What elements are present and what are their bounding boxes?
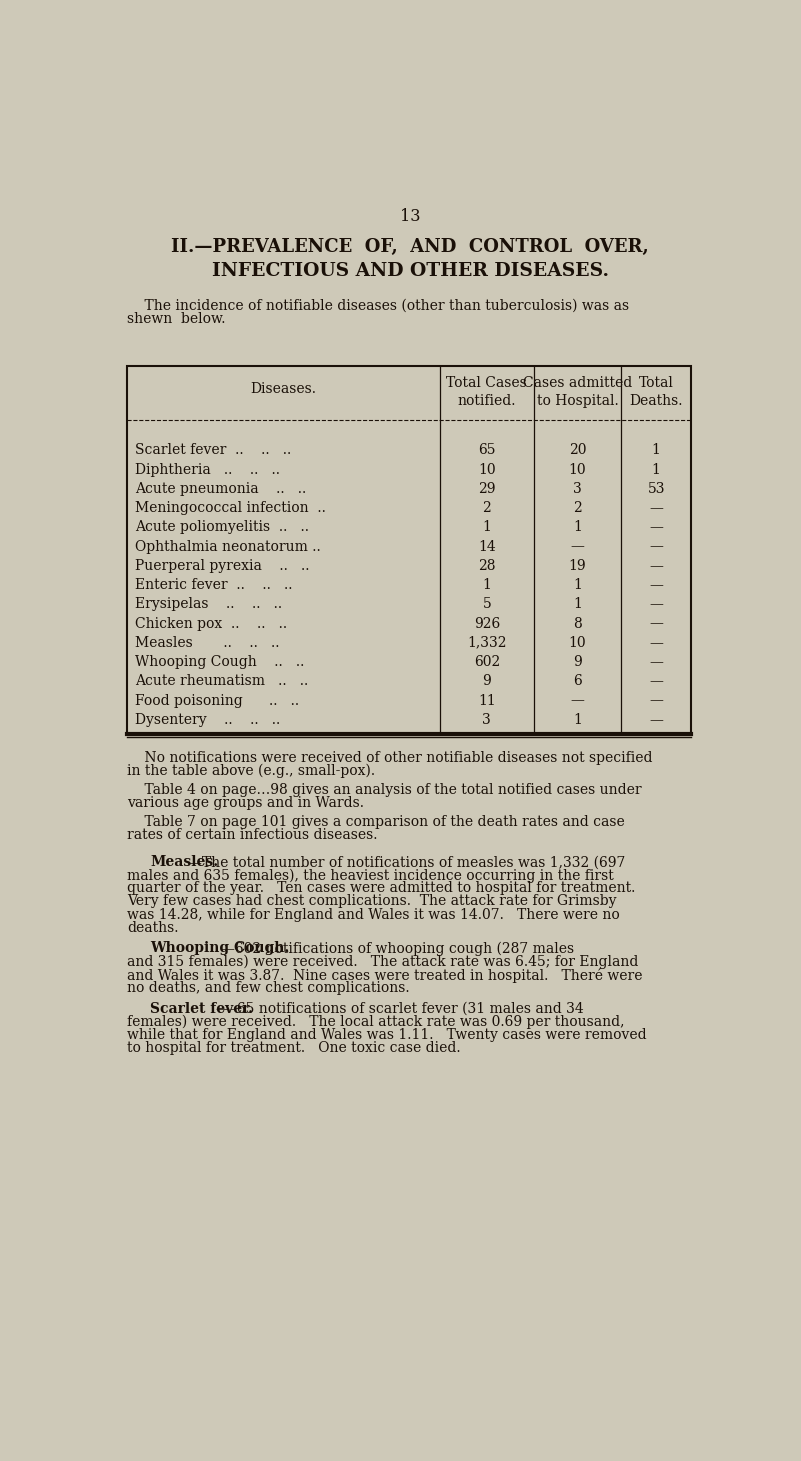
Text: 20: 20	[569, 443, 586, 457]
Text: 29: 29	[478, 482, 496, 495]
Text: Diphtheria   ..    ..   ..: Diphtheria .. .. ..	[135, 463, 280, 476]
Text: —: —	[570, 539, 585, 554]
Text: —: —	[650, 713, 663, 726]
Text: —: —	[650, 598, 663, 611]
Text: 10: 10	[569, 636, 586, 650]
Text: —: —	[650, 579, 663, 592]
Text: —: —	[650, 636, 663, 650]
Text: —: —	[650, 655, 663, 669]
Text: Cases admitted
to Hospital.: Cases admitted to Hospital.	[523, 375, 632, 408]
Text: 1: 1	[573, 713, 582, 726]
Text: 1: 1	[482, 579, 491, 592]
Text: 19: 19	[569, 558, 586, 573]
Text: various age groups and in Wards.: various age groups and in Wards.	[127, 796, 364, 809]
Bar	[127, 367, 691, 733]
Text: Measles       ..    ..   ..: Measles .. .. ..	[135, 636, 280, 650]
Text: 3: 3	[482, 713, 491, 726]
Text: 5: 5	[482, 598, 491, 611]
Text: was 14.28, while for England and Wales it was 14.07.   There were no: was 14.28, while for England and Wales i…	[127, 907, 620, 922]
Text: Whooping Cough.: Whooping Cough.	[151, 941, 290, 955]
Text: —: —	[650, 694, 663, 707]
Text: and Wales it was 3.87.  Nine cases were treated in hospital.   Theré were: and Wales it was 3.87. Nine cases were t…	[127, 967, 642, 983]
Text: Ophthalmia neonatorum ..: Ophthalmia neonatorum ..	[135, 539, 320, 554]
Text: 6: 6	[574, 675, 582, 688]
Text: 3: 3	[574, 482, 582, 495]
Text: Acute rheumatism   ..   ..: Acute rheumatism .. ..	[135, 675, 308, 688]
Text: 1: 1	[573, 520, 582, 535]
Text: 1: 1	[573, 598, 582, 611]
Text: Enteric fever  ..    ..   ..: Enteric fever .. .. ..	[135, 579, 292, 592]
Text: 13: 13	[400, 207, 421, 225]
Text: —–65 notifications of scarlet fever (31 males and 34: —–65 notifications of scarlet fever (31 …	[216, 1002, 584, 1015]
Text: —: —	[650, 617, 663, 631]
Text: 10: 10	[478, 463, 496, 476]
Text: 1: 1	[652, 443, 661, 457]
Text: 14: 14	[478, 539, 496, 554]
Text: The incidence of notifiable diseases (other than tuberculosis) was as: The incidence of notifiable diseases (ot…	[127, 298, 630, 313]
Text: Acute pneumonia    ..   ..: Acute pneumonia .. ..	[135, 482, 306, 495]
Text: Table 4 on page…98 gives an analysis of the total notified cases under: Table 4 on page…98 gives an analysis of …	[127, 783, 642, 796]
Text: Total Cases
notified.: Total Cases notified.	[446, 375, 527, 408]
Text: in the table above (e.g., small-pox).: in the table above (e.g., small-pox).	[127, 764, 376, 779]
Text: to hospital for treatment.   One toxic case died.: to hospital for treatment. One toxic cas…	[127, 1040, 461, 1055]
Text: 10: 10	[569, 463, 586, 476]
Text: 8: 8	[574, 617, 582, 631]
Text: 9: 9	[574, 655, 582, 669]
Text: II.—PREVALENCE  OF,  AND  CONTROL  OVER,: II.—PREVALENCE OF, AND CONTROL OVER,	[171, 238, 649, 257]
Text: —: —	[650, 539, 663, 554]
Text: 9: 9	[482, 675, 491, 688]
Text: Puerperal pyrexia    ..   ..: Puerperal pyrexia .. ..	[135, 558, 309, 573]
Text: Chicken pox  ..    ..   ..: Chicken pox .. .. ..	[135, 617, 287, 631]
Text: shewn  below.: shewn below.	[127, 311, 226, 326]
Text: 28: 28	[478, 558, 496, 573]
Text: Erysipelas    ..    ..   ..: Erysipelas .. .. ..	[135, 598, 282, 611]
Text: Dysentery    ..    ..   ..: Dysentery .. .. ..	[135, 713, 280, 726]
Text: —The total number of notifications of measles was 1,332 (697: —The total number of notifications of me…	[188, 855, 626, 869]
Text: 1: 1	[573, 579, 582, 592]
Text: 65: 65	[478, 443, 496, 457]
Text: while that for England and Wales was 1.11.   Twenty cases were removed: while that for England and Wales was 1.1…	[127, 1027, 647, 1042]
Text: —: —	[650, 675, 663, 688]
Text: Scarlet fever  ..    ..   ..: Scarlet fever .. .. ..	[135, 443, 292, 457]
Text: Table 7 on page 101 gives a comparison of the death rates and case: Table 7 on page 101 gives a comparison o…	[127, 815, 625, 830]
Text: females) were received.   The local attack rate was 0.69 per thousand,: females) were received. The local attack…	[127, 1014, 625, 1029]
Text: 53: 53	[647, 482, 665, 495]
Text: 1,332: 1,332	[467, 636, 506, 650]
Text: —: —	[650, 501, 663, 516]
Text: INFECTIOUS AND OTHER DISEASES.: INFECTIOUS AND OTHER DISEASES.	[211, 262, 609, 279]
Text: 602: 602	[473, 655, 500, 669]
Text: Total
Deaths.: Total Deaths.	[630, 375, 683, 408]
Text: 11: 11	[478, 694, 496, 707]
Text: Meningococcal infection  ..: Meningococcal infection ..	[135, 501, 326, 516]
Text: Scarlet fever.: Scarlet fever.	[151, 1002, 253, 1015]
Text: —: —	[650, 558, 663, 573]
Text: 2: 2	[482, 501, 491, 516]
Text: 1: 1	[482, 520, 491, 535]
Text: rates of certain infectious diseases.: rates of certain infectious diseases.	[127, 828, 378, 843]
Text: —: —	[570, 694, 585, 707]
Text: Whooping Cough    ..   ..: Whooping Cough .. ..	[135, 655, 304, 669]
Text: deaths.: deaths.	[127, 920, 179, 935]
Text: Food poisoning      ..   ..: Food poisoning .. ..	[135, 694, 299, 707]
Text: no deaths, and few chest complications.: no deaths, and few chest complications.	[127, 980, 410, 995]
Text: No notifications were received of other notifiable diseases not specified: No notifications were received of other …	[127, 751, 653, 764]
Text: Acute poliomyelitis  ..   ..: Acute poliomyelitis .. ..	[135, 520, 309, 535]
Text: Diseases.: Diseases.	[251, 381, 316, 396]
Text: males and 635 females), the heaviest incidence occurring in the first: males and 635 females), the heaviest inc…	[127, 868, 614, 882]
Text: —: —	[650, 520, 663, 535]
Text: Measles.: Measles.	[151, 855, 219, 869]
Text: 2: 2	[574, 501, 582, 516]
Text: —602 notifications of whooping cough (287 males: —602 notifications of whooping cough (28…	[221, 941, 574, 955]
Text: Very few cases had chest complications.  The attack rate for Grimsby: Very few cases had chest complications. …	[127, 894, 617, 909]
Text: quarter of the year.   Ten cases were admitted to hospital for treatment.: quarter of the year. Ten cases were admi…	[127, 881, 636, 896]
Text: and 315 females) were received.   The attack rate was 6.45; for England: and 315 females) were received. The atta…	[127, 954, 638, 969]
Text: 926: 926	[473, 617, 500, 631]
Text: 1: 1	[652, 463, 661, 476]
